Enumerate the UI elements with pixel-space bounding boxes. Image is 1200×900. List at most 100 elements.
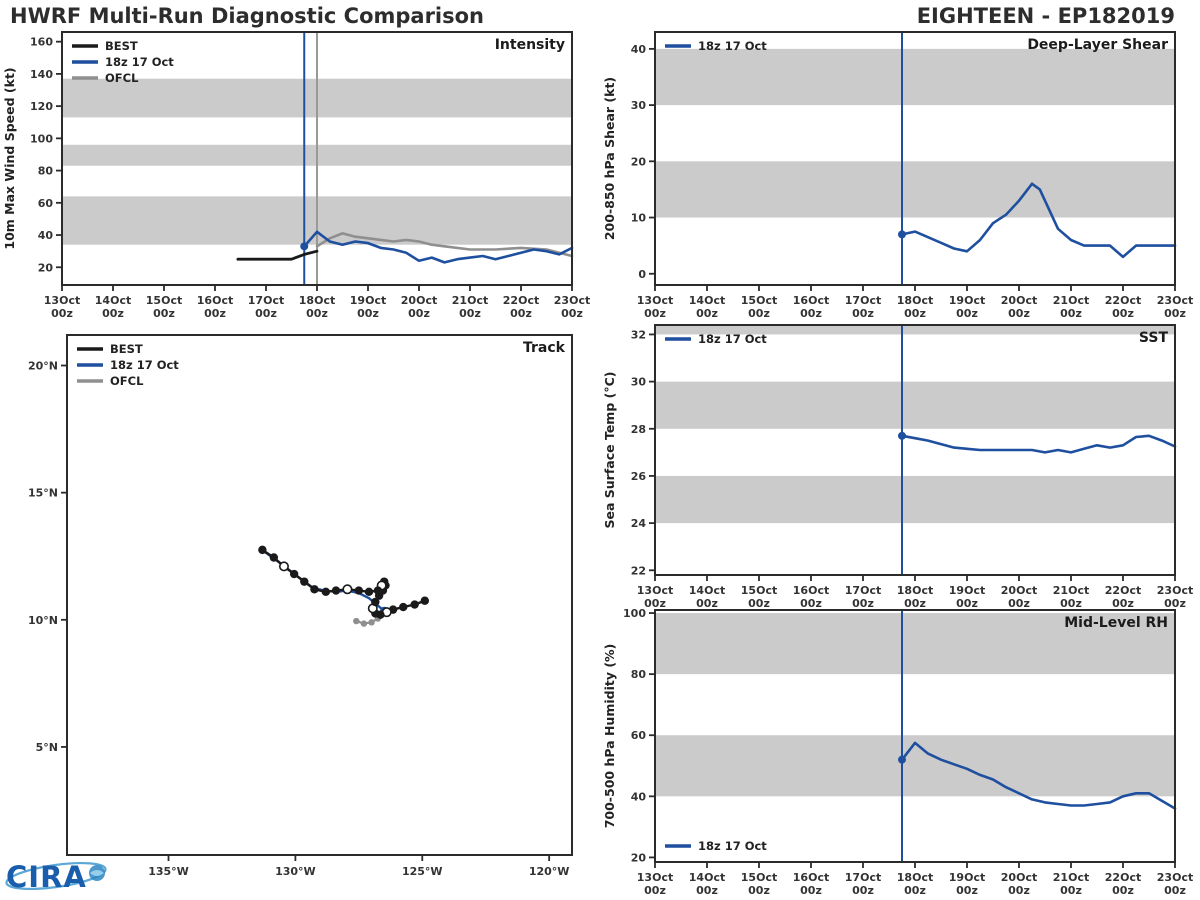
x-tick-label: 16Oct: [793, 294, 829, 307]
x-tick-sublabel: 00z: [956, 307, 978, 320]
lat-tick-label: 10°N: [28, 614, 58, 627]
x-tick-label: 15Oct: [741, 871, 777, 884]
y-tick-label: 40: [38, 229, 54, 242]
track-point-ofcl: [368, 619, 375, 626]
x-tick-sublabel: 00z: [1112, 884, 1134, 897]
lat-tick-label: 5°N: [36, 741, 58, 754]
track-title: Track: [523, 340, 566, 356]
x-tick-label: 21Oct: [1053, 871, 1089, 884]
y-tick-label: 40: [631, 790, 647, 803]
intensity-legend: BEST 18z 17 Oct OFCL: [72, 39, 174, 85]
track-legend: BEST 18z 17 Oct OFCL: [77, 342, 179, 388]
track-point-best: [420, 596, 430, 605]
track-point-best: [342, 584, 353, 595]
y-tick-label: 28: [631, 423, 646, 436]
x-tick-sublabel: 00z: [800, 884, 822, 897]
x-tick-label: 19Oct: [949, 871, 985, 884]
shade-band: [655, 613, 1175, 675]
y-tick-label: 80: [38, 165, 54, 178]
track-point-best: [278, 561, 289, 572]
x-tick-sublabel: 00z: [1112, 597, 1134, 610]
x-tick-label: 15Oct: [741, 294, 777, 307]
x-tick-sublabel: 00z: [1164, 597, 1186, 610]
track-point-best: [331, 586, 341, 595]
x-tick-sublabel: 00z: [204, 307, 226, 320]
series-start-dot: [898, 755, 906, 764]
series-18z-17-oct: [900, 741, 1177, 810]
x-tick-label: 22Oct: [1105, 584, 1141, 597]
x-tick-label: 23Oct: [554, 294, 590, 307]
x-tick-sublabel: 00z: [696, 597, 718, 610]
y-tick-label: 60: [631, 729, 647, 742]
track-point-best: [310, 585, 319, 594]
track-point-best: [371, 597, 380, 607]
x-tick-label: 22Oct: [1105, 871, 1141, 884]
y-tick-label: 100: [30, 132, 53, 145]
track-frame: [66, 334, 573, 856]
y-tick-label: 140: [30, 68, 53, 81]
track-point-best: [258, 545, 267, 555]
track-point-best: [354, 586, 364, 595]
cira-logo-text: CIRA: [6, 860, 87, 894]
series-start-dot: [898, 431, 906, 440]
shade-band: [655, 48, 1175, 106]
x-tick-label: 23Oct: [1157, 871, 1193, 884]
shear-ylabel: 200-850 hPa Shear (kt): [602, 77, 617, 240]
x-tick-sublabel: 00z: [956, 884, 978, 897]
track-point-best: [364, 587, 374, 597]
x-tick-sublabel: 00z: [1008, 307, 1030, 320]
y-tick-label: 80: [631, 668, 647, 681]
legend-label-18z-17-oct: 18z 17 Oct: [105, 55, 174, 69]
x-tick-label: 18Oct: [897, 584, 933, 597]
x-tick-sublabel: 00z: [748, 884, 770, 897]
x-tick-sublabel: 00z: [852, 597, 874, 610]
lon-tick-label: 130°W: [275, 865, 316, 878]
x-tick-sublabel: 00z: [644, 597, 666, 610]
cira-logo-swirl-icon: [5, 861, 107, 891]
x-tick-sublabel: 00z: [904, 884, 926, 897]
cira-logo: CIRA: [4, 860, 124, 898]
x-tick-sublabel: 00z: [800, 307, 822, 320]
sst-legend: 18z 17 Oct: [665, 332, 767, 346]
x-tick-label: 17Oct: [845, 584, 881, 597]
y-tick-label: 30: [631, 99, 647, 112]
y-tick-label: 20: [38, 261, 54, 274]
x-tick-sublabel: 00z: [748, 307, 770, 320]
x-tick-sublabel: 00z: [800, 597, 822, 610]
y-tick-label: 32: [631, 328, 646, 341]
sst-chart: SST 22 24 26 28 30 32 13Oct 00z 14Oct 00z 15Oct 00z 1…: [600, 312, 1200, 612]
lon-tick-label: 125°W: [402, 865, 443, 878]
x-tick-sublabel: 00z: [255, 307, 277, 320]
track-svg: Track 135°W 130°W 125°W 120°W 5°N 10°N 15°N 20°N…: [28, 334, 573, 878]
shear-title: Deep-Layer Shear: [1027, 37, 1168, 53]
x-tick-sublabel: 00z: [1112, 307, 1134, 320]
x-tick-label: 13Oct: [44, 294, 80, 307]
x-tick-label: 16Oct: [793, 871, 829, 884]
legend-label-ofcl: OFCL: [110, 374, 144, 388]
rh-svg: Mid-Level RH2040608010013Oct00z14Oct00z1…: [602, 607, 1193, 897]
track-point-best: [321, 587, 331, 597]
x-tick-label: 19Oct: [949, 294, 985, 307]
x-tick-label: 20Oct: [1001, 584, 1037, 597]
shade-band: [655, 381, 1175, 429]
sst-svg: SST22242628303213Oct00z14Oct00z15Oct00z1…: [602, 324, 1193, 610]
x-tick-sublabel: 00z: [1008, 884, 1030, 897]
x-tick-label: 13Oct: [637, 584, 673, 597]
x-tick-label: 19Oct: [350, 294, 386, 307]
x-tick-sublabel: 00z: [644, 884, 666, 897]
x-tick-label: 14Oct: [689, 294, 725, 307]
x-tick-label: 16Oct: [197, 294, 233, 307]
track-point-ofcl: [353, 617, 360, 625]
y-tick-label: 26: [631, 470, 647, 483]
legend-label-18z-17-oct: 18z 17 Oct: [698, 839, 767, 853]
x-tick-sublabel: 00z: [904, 307, 926, 320]
y-tick-label: 22: [631, 564, 646, 577]
page-title: HWRF Multi-Run Diagnostic Comparison: [10, 4, 485, 28]
x-tick-sublabel: 00z: [459, 307, 481, 320]
y-tick-label: 20: [631, 851, 647, 864]
x-tick-label: 20Oct: [401, 294, 437, 307]
rh-title: Mid-Level RH: [1064, 615, 1168, 631]
x-tick-sublabel: 00z: [153, 307, 175, 320]
track-line-18z-17-oct: [262, 549, 386, 613]
x-tick-sublabel: 00z: [904, 597, 926, 610]
